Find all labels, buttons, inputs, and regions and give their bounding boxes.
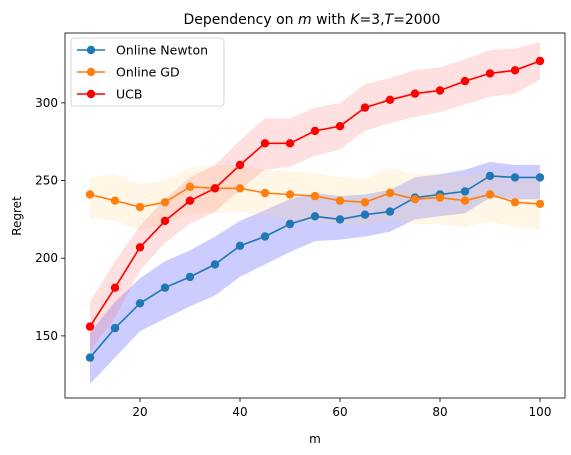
- series-0-point: [260, 232, 270, 241]
- series-1-point: [485, 190, 495, 199]
- series-0-point: [210, 260, 220, 269]
- plot-frame: [64, 32, 566, 399]
- series-0-point: [360, 210, 370, 219]
- series-0-point: [535, 173, 545, 182]
- x-tick-label: 20: [132, 405, 147, 419]
- series-1-point: [410, 195, 420, 204]
- series-2-point: [360, 103, 370, 112]
- series-1-point: [435, 193, 445, 202]
- x-tick-label: 100: [529, 405, 552, 419]
- series-0-band: [90, 161, 540, 384]
- series-2-point: [335, 122, 345, 131]
- series-2-point: [285, 139, 295, 148]
- legend-label-0: Online Newton: [116, 43, 208, 58]
- x-tick-label: 80: [432, 405, 447, 419]
- series-1-point: [510, 198, 520, 207]
- legend: Online Newton Online GD UCB: [70, 37, 225, 107]
- series-0-point: [135, 299, 145, 308]
- x-axis: 20 40 60 80 100: [132, 398, 551, 419]
- series-2-point: [435, 86, 445, 95]
- legend-label-2: UCB: [116, 87, 142, 102]
- series-2-point: [410, 89, 420, 98]
- series-points: [85, 56, 545, 362]
- series-2-point: [485, 69, 495, 78]
- x-tick-label: 40: [232, 405, 247, 419]
- series-0-point: [460, 187, 470, 196]
- series-2-point: [160, 216, 170, 226]
- series-0-point: [510, 173, 520, 182]
- series-2-point: [510, 66, 520, 75]
- series-0-point: [310, 212, 320, 221]
- series-1-point: [335, 196, 345, 205]
- series-0-point: [185, 272, 195, 282]
- series-1-point: [235, 184, 245, 193]
- legend-marker-0: [86, 45, 96, 55]
- series-2-point: [85, 322, 95, 331]
- series-2-point: [185, 196, 195, 205]
- series-1-point: [460, 196, 470, 205]
- series-2-point: [235, 160, 245, 170]
- series-1-point: [160, 198, 170, 207]
- series-0-point: [285, 219, 295, 229]
- series-2-point: [210, 184, 220, 193]
- legend-label-1: Online GD: [116, 65, 180, 80]
- series-2-point: [460, 76, 470, 86]
- series-0-point: [85, 353, 95, 362]
- series-1-point: [85, 190, 95, 199]
- series-0-point: [160, 283, 170, 292]
- series-1-point: [260, 188, 270, 198]
- series-1-point: [360, 198, 370, 207]
- series-1-point: [185, 182, 195, 191]
- y-tick-label: 200: [35, 251, 58, 265]
- series-0-point: [235, 241, 245, 250]
- series-2-point: [110, 283, 120, 292]
- series-0-point: [335, 215, 345, 224]
- series-1-point: [385, 188, 395, 198]
- x-axis-label: m: [309, 432, 321, 446]
- y-axis-label: Regret: [10, 196, 24, 236]
- legend-marker-1: [86, 67, 96, 77]
- series-2-point: [535, 56, 545, 66]
- series-2-point: [135, 243, 145, 252]
- series-0-point: [485, 171, 495, 181]
- series-1-point: [135, 202, 145, 212]
- series-1-point: [110, 196, 120, 205]
- series-1-point: [310, 191, 320, 201]
- legend-box: [70, 37, 225, 107]
- legend-marker-2: [86, 89, 96, 99]
- chart-title: Dependency on m with K=3,T=2000: [184, 12, 441, 28]
- y-axis: 150 200 250 300: [35, 96, 65, 343]
- series-1-point: [285, 190, 295, 199]
- series-2-point: [385, 95, 395, 105]
- y-tick-label: 150: [35, 329, 58, 343]
- series-0-point: [110, 323, 120, 333]
- series-2-point: [310, 126, 320, 136]
- series-2-point: [260, 139, 270, 148]
- y-tick-label: 300: [35, 96, 58, 110]
- series-1-point: [535, 199, 545, 209]
- series-0-point: [385, 207, 395, 216]
- y-tick-label: 250: [35, 174, 58, 188]
- x-tick-label: 60: [332, 405, 347, 419]
